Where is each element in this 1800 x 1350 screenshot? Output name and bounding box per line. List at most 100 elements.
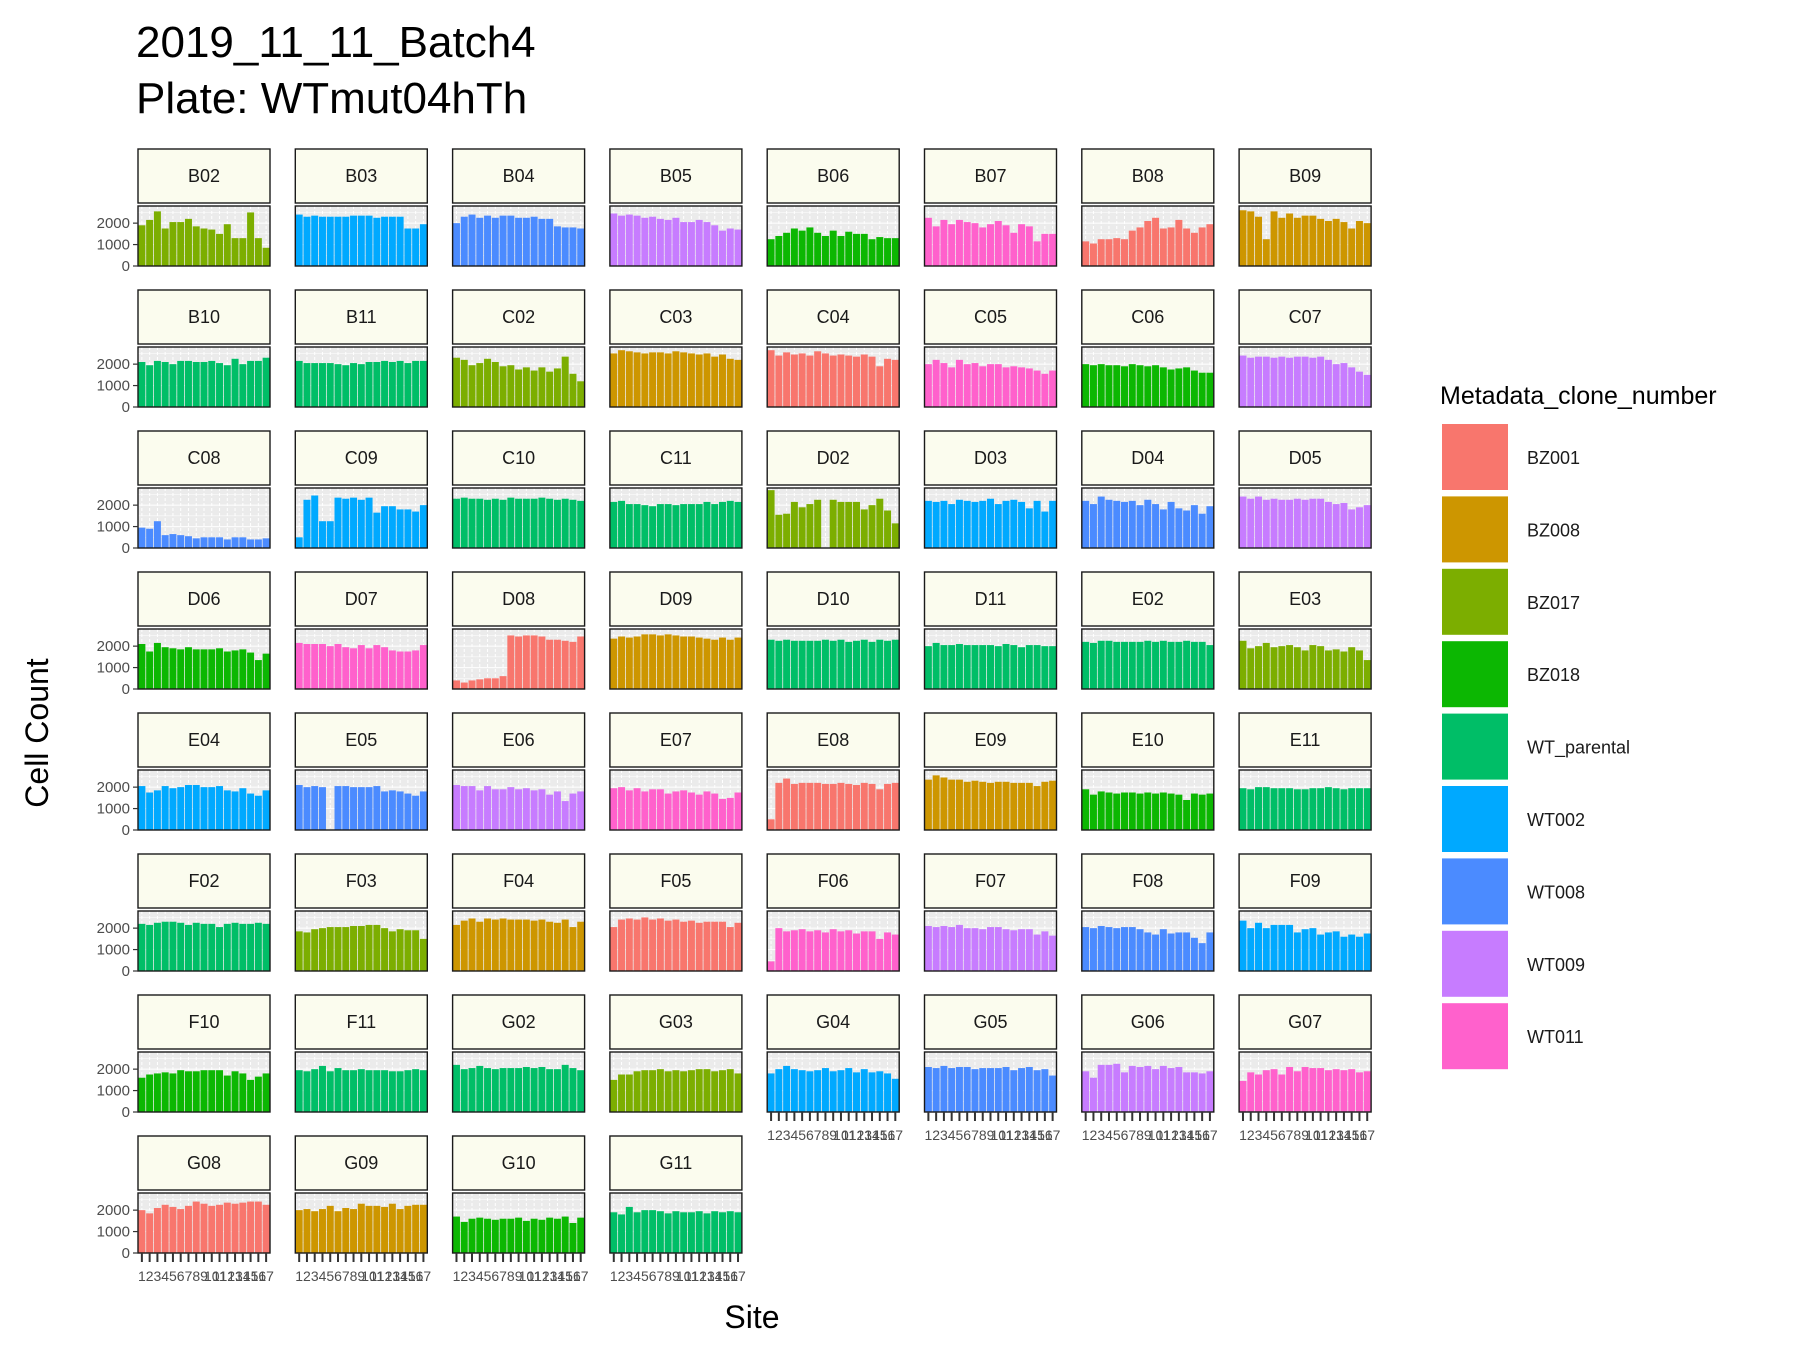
bar [303,216,311,266]
x-tick-label: 3 [311,1268,319,1284]
bar [303,1209,311,1253]
bar [342,647,350,689]
bar [303,363,311,407]
bar [1018,224,1026,266]
bar [829,499,837,548]
bar [561,227,569,266]
bar [350,1209,358,1253]
facet-E09: E09 [923,712,1058,831]
bar [553,1069,561,1112]
bar [734,922,742,971]
x-tick-label: 14 [707,1268,723,1284]
bar [940,645,948,689]
bar [1190,793,1198,830]
facet-B09: B09 [1238,148,1372,267]
x-tick-label: 7 [342,1268,350,1284]
bar [1049,935,1057,971]
bar [860,233,868,266]
bar [1239,210,1247,266]
bar [553,368,561,407]
bar [326,1205,334,1253]
facet-strip-label: B06 [817,166,849,186]
bar [231,358,239,407]
x-tick-label: 13 [699,1268,715,1284]
y-tick-label: 1000 [97,660,130,677]
x-tick-label: 11 [212,1268,227,1284]
panel-border [451,346,586,408]
x-tick-label: 11 [1313,1127,1328,1143]
bar [515,636,523,689]
bar [1239,640,1247,689]
bar [396,1209,404,1253]
facet-strip-label: B09 [1289,166,1321,186]
bar [577,228,585,266]
bar [1002,1067,1010,1112]
x-tick-label: 5 [169,1268,177,1284]
bar [342,786,350,830]
bar [357,364,365,407]
facet-B04: B04 [451,148,586,267]
bar [169,1073,177,1112]
bar [806,782,814,830]
bar [381,791,389,830]
x-tick-label: 3 [154,1268,162,1284]
bar [948,1068,956,1112]
bar [262,923,270,971]
bar [783,232,791,266]
bar [876,237,884,266]
y-axis-title: Cell Count [19,658,55,808]
bar [783,639,791,689]
bar [1041,781,1049,830]
facet-strip-label: E06 [503,730,535,750]
x-tick-label: 8 [1293,1127,1301,1143]
bar [553,922,561,971]
bar [577,381,585,407]
bar [1198,372,1206,407]
facet-strip-label: F04 [503,871,534,891]
x-tick-label: 2 [1247,1127,1255,1143]
bar [419,791,427,830]
facet-strip-label: E11 [1290,730,1321,750]
bar [1270,498,1278,548]
facet-F02: F02 0 1000 2000 [97,853,271,980]
bar [680,504,688,548]
bar [1002,781,1010,830]
bar [1340,651,1348,689]
y-tick-label: 2000 [97,638,130,655]
bar [1097,496,1105,548]
bar [419,1204,427,1253]
bar [412,650,420,689]
y-tick-label: 0 [122,1104,130,1121]
bar [1239,355,1247,407]
bar [1198,794,1206,830]
x-tick-label: 17 [888,1127,904,1143]
bar [365,787,373,830]
bar [860,354,868,407]
bar [1190,937,1198,971]
bar [625,504,633,548]
legend-label: WT_parental [1527,738,1630,759]
bar [1262,499,1270,548]
bar [1355,1072,1363,1112]
bar [955,924,963,971]
facet-F04: F04 [451,853,586,972]
bar [963,781,971,830]
bar [412,511,420,548]
panel-border [609,205,743,267]
bar [1041,511,1049,548]
bar [231,537,239,548]
facet-E10: E10 [1081,712,1215,831]
bar [1255,1074,1263,1112]
y-tick-label: 1000 [97,237,130,254]
bar [845,501,853,548]
facet-D04: D04 [1081,430,1215,549]
y-tick-label: 2000 [97,356,130,373]
bar [625,918,633,971]
x-tick-label: 4 [790,1127,798,1143]
legend-label: BZ001 [1527,448,1580,468]
bar [1286,645,1294,689]
bar [468,1068,476,1112]
x-tick-label: 16 [1194,1127,1210,1143]
bar [1089,365,1097,407]
bar [254,795,262,830]
